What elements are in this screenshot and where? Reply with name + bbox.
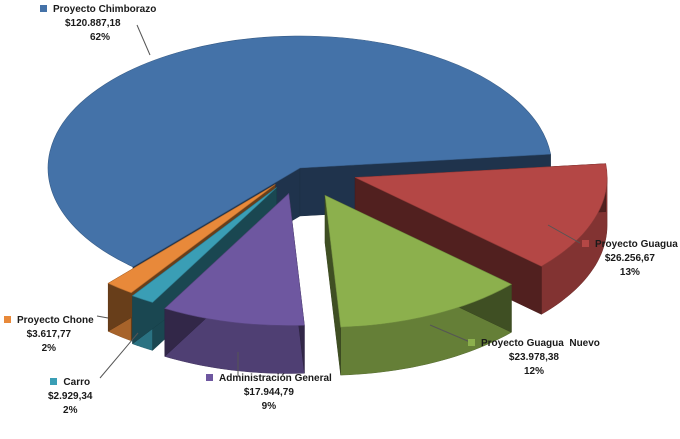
slice-percent-carro: 2% [63,405,78,416]
legend-swatch-carro [50,378,58,385]
legend-swatch-proyecto-chone [4,316,11,323]
legend-swatch-administracion-general [206,374,213,381]
slice-name-administracion-general: Administración General [219,373,332,384]
slice-name-proyecto-chone: Proyecto Chone [17,315,94,326]
slice-percent-administracion-general: 9% [261,401,277,412]
slice-percent-proyecto-guagua-nuevo: 12% [523,366,544,377]
pie-slice-administracion-general [164,192,305,374]
slice-percent-proyecto-guagua: 13% [619,267,640,278]
label-administracion-general: Administración General $17.944,79 9% [206,372,332,414]
slice-value-proyecto-guagua: $26.256,67 [604,253,655,264]
label-proyecto-guagua: Proyecto Guagua $26.256,67 13% [582,238,678,280]
legend-swatch-proyecto-guagua-nuevo [468,339,475,346]
slice-value-proyecto-guagua-nuevo: $23.978,38 [508,352,559,363]
slice-percent-proyecto-chimborazo: 62% [90,32,111,43]
slice-name-proyecto-guagua-nuevo: Proyecto Guagua Nuevo [481,338,600,349]
slice-value-administracion-general: $17.944,79 [243,387,294,398]
slice-name-carro: Carro [63,377,91,388]
legend-swatch-proyecto-chimborazo [40,5,47,12]
leader-line-proyecto-chone [96,315,109,319]
leader-line-proyecto-chimborazo [136,24,151,56]
label-proyecto-chone: Proyecto Chone $3.617,77 2% [4,314,94,356]
slice-value-proyecto-chone: $3.617,77 [26,329,72,340]
leader-line-carro [99,332,139,379]
label-proyecto-chimborazo: Proyecto Chimborazo $120.887,18 62% [40,3,156,45]
pie-slice-proyecto-guagua-nuevo [324,194,513,376]
slice-percent-proyecto-chone: 2% [41,343,57,354]
leader-line-proyecto-guagua-nuevo [429,324,471,343]
slice-value-proyecto-chimborazo: $120.887,18 [65,18,121,29]
slice-name-proyecto-chimborazo: Proyecto Chimborazo [53,4,157,15]
legend-swatch-proyecto-guagua [582,240,589,247]
label-proyecto-guagua-nuevo: Proyecto Guagua Nuevo $23.978,38 12% [468,337,600,379]
leader-line-proyecto-guagua [547,224,581,244]
slice-name-proyecto-guagua: Proyecto Guagua [595,239,678,250]
label-carro: Carro $2.929,34 2% [48,376,93,418]
slice-value-carro: $2.929,34 [48,391,93,402]
